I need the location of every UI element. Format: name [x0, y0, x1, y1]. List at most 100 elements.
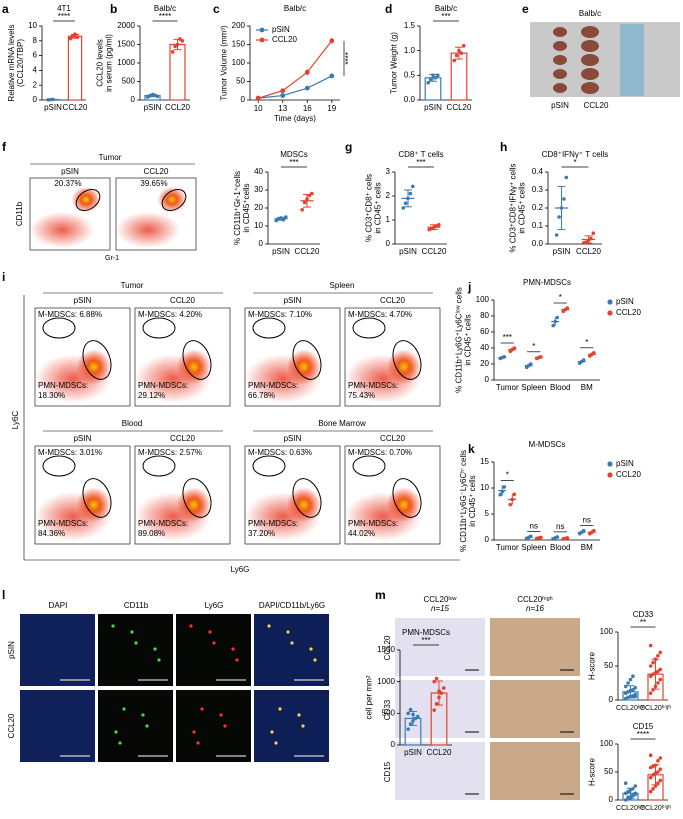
y-axis-label: in CD45⁺ cells	[463, 314, 472, 365]
point	[406, 196, 410, 201]
cell	[301, 724, 305, 728]
flow-cloud	[176, 487, 211, 523]
y-axis-label: CCL20 levels	[96, 39, 105, 87]
y-tick-label: 30	[254, 185, 263, 194]
flow-cloud	[286, 487, 321, 523]
point	[658, 756, 663, 760]
x-tick-label: pSIN	[144, 103, 162, 112]
tumor	[581, 40, 599, 52]
panel-title: Balb/c	[579, 9, 601, 18]
point	[305, 197, 309, 201]
y-tick-label: 80	[480, 311, 489, 320]
chart-title: 4T1	[57, 4, 71, 13]
point	[284, 215, 288, 219]
y-tick-label: 200	[232, 21, 246, 30]
point	[437, 223, 441, 227]
x-tick-label: CCL20ʰⁱᵍʰ	[640, 704, 671, 712]
y-tick-label: 0	[386, 239, 391, 248]
panel-letter: m	[375, 588, 386, 602]
significance: ***	[441, 12, 450, 21]
gate-label: PMN-MDSCs:	[348, 519, 398, 528]
row-label: CCL20	[7, 713, 16, 738]
cell	[290, 641, 294, 645]
point	[653, 763, 658, 768]
chart-title: CD33	[633, 610, 654, 619]
cell	[219, 713, 223, 717]
tumor	[553, 41, 567, 51]
y-axis-label: % CD11b⁺Gr-1⁺cells	[233, 171, 242, 245]
x-tick-label: BM	[581, 383, 593, 392]
point	[432, 679, 437, 684]
significance: ****	[344, 52, 353, 64]
point	[416, 714, 420, 719]
y-tick-label: 2000	[117, 21, 135, 30]
y-tick-label: 8	[33, 36, 38, 45]
panel-letter: j	[467, 280, 471, 294]
ihc-image	[395, 742, 485, 800]
y-tick-label: 20	[480, 359, 489, 368]
micrograph	[20, 690, 95, 762]
column-label: CCL20ʰⁱᵍʰ	[517, 595, 552, 604]
point	[432, 708, 437, 712]
y-axis-label: in CD45⁺ cells	[517, 182, 526, 233]
flow-group: pSIN	[74, 296, 92, 305]
cell	[153, 647, 157, 651]
photo-label: pSIN	[551, 101, 569, 110]
point	[434, 676, 439, 681]
point	[656, 781, 660, 785]
legend-marker	[607, 461, 613, 467]
point	[623, 781, 628, 785]
point	[651, 787, 655, 791]
y-axis-label: % CD3⁺CD8⁺IFNγ⁺ cells	[508, 163, 517, 252]
y-tick-label: 100	[600, 739, 614, 748]
gate	[42, 455, 76, 477]
legend-label: CCL20	[616, 470, 641, 479]
chart-title: PMN-MDSCs	[402, 628, 450, 637]
point	[656, 681, 660, 685]
point	[623, 684, 628, 689]
photo	[530, 22, 680, 97]
y-axis-label: Relative mRNA levels	[7, 25, 16, 102]
y-tick-label: 0	[131, 95, 136, 104]
point	[180, 39, 185, 43]
chart-title: Balb/c	[435, 4, 457, 13]
y-axis-label: Tumor Weight (g)	[389, 32, 398, 94]
gate-percent: 37.20%	[248, 529, 275, 538]
y-tick-label: 500	[122, 77, 136, 86]
significance: ****	[159, 12, 171, 21]
y-tick-label: 10	[480, 483, 489, 492]
chart-title: M-MDSCs	[529, 440, 566, 449]
gate	[352, 455, 386, 477]
panel-letter: g	[345, 140, 352, 154]
y-tick-label: 6	[33, 51, 38, 60]
cell	[145, 724, 149, 728]
gate-label: PMN-MDSCs:	[138, 519, 188, 528]
cell	[235, 658, 239, 662]
flow-axis-label: CD11b	[15, 201, 24, 226]
point	[658, 650, 663, 655]
point	[633, 791, 638, 796]
point	[626, 681, 630, 685]
flow-cloud	[30, 211, 94, 248]
point	[329, 73, 335, 79]
cell	[208, 630, 212, 634]
flow-axis-label: Ly6C	[11, 411, 20, 430]
flow-cloud	[157, 186, 187, 213]
x-tick-label: 10	[254, 104, 263, 113]
point	[70, 34, 75, 39]
tumor	[581, 54, 599, 66]
gate	[252, 455, 286, 477]
y-tick-label: 0	[391, 740, 396, 749]
panel-letter: k	[468, 442, 475, 456]
channel-label: DAPI	[49, 601, 68, 610]
point	[408, 191, 413, 196]
column-n: n=16	[526, 604, 545, 613]
gate-label: PMN-MDSCs:	[248, 519, 298, 528]
point	[648, 664, 653, 668]
y-tick-label: 1500	[117, 40, 135, 49]
point	[304, 69, 310, 75]
x-tick-label: CCL20ʰⁱᵍʰ	[640, 804, 671, 812]
point	[581, 358, 586, 362]
point	[411, 184, 415, 189]
gate-label: PMN-MDSCs:	[38, 519, 88, 528]
